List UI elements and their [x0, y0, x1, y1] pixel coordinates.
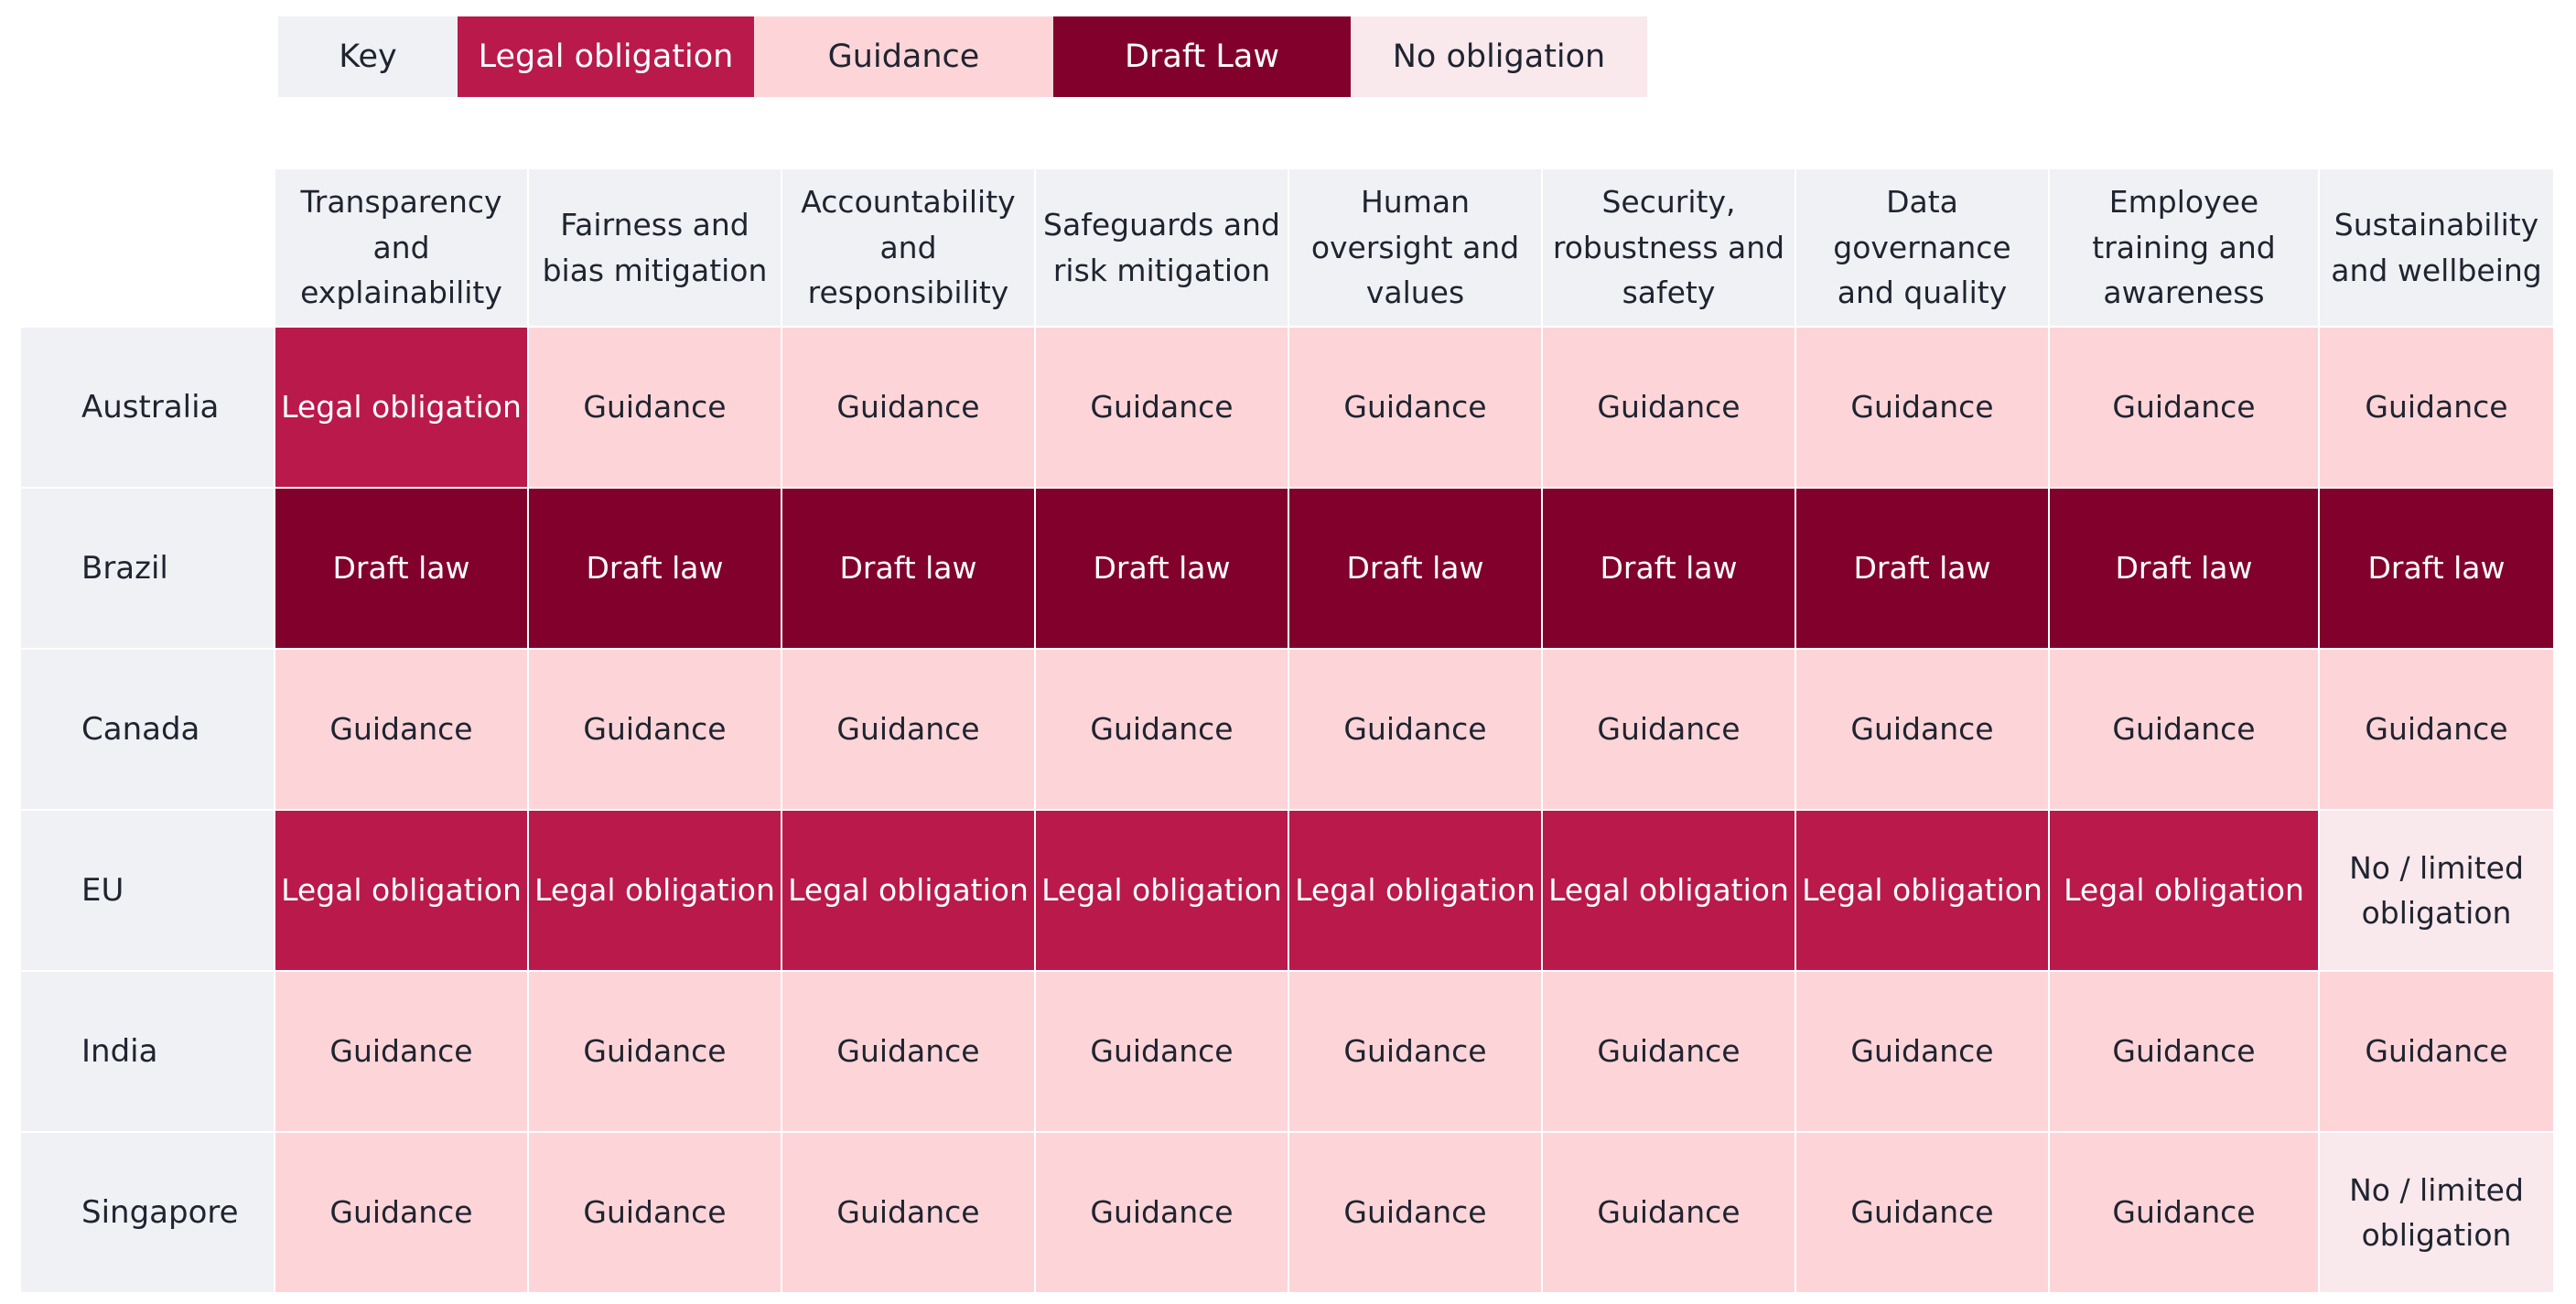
- status-cell: Legal obligation: [275, 328, 529, 489]
- status-cell: Guidance: [275, 1133, 529, 1294]
- legend-key: Key Legal obligation Guidance Draft Law …: [278, 16, 1647, 97]
- column-header: Security, robustness and safety: [1543, 169, 1796, 328]
- status-cell: Guidance: [2050, 972, 2320, 1133]
- status-cell: Legal obligation: [529, 811, 782, 972]
- status-cell: Guidance: [782, 972, 1036, 1133]
- column-header: Sustainability and wellbeing: [2320, 169, 2555, 328]
- status-cell: Legal obligation: [2050, 811, 2320, 972]
- status-cell: Guidance: [275, 972, 529, 1133]
- status-cell: Guidance: [782, 328, 1036, 489]
- status-cell: Guidance: [529, 328, 782, 489]
- table-corner: [21, 169, 275, 328]
- row-header: Australia: [21, 328, 275, 489]
- column-header: Fairness and bias mitigation: [529, 169, 782, 328]
- status-cell: Draft law: [782, 489, 1036, 650]
- status-cell: Draft law: [1036, 489, 1289, 650]
- status-cell: Guidance: [1796, 328, 2050, 489]
- status-cell: Guidance: [2050, 328, 2320, 489]
- status-cell: Guidance: [1543, 972, 1796, 1133]
- status-cell: No / limited obligation: [2320, 811, 2555, 972]
- obligation-table: Transparency and explainability Fairness …: [21, 169, 2555, 1294]
- status-cell: Guidance: [1796, 650, 2050, 811]
- status-cell: No / limited obligation: [2320, 1133, 2555, 1294]
- row-header: EU: [21, 811, 275, 972]
- legend-item-no-obligation: No obligation: [1351, 16, 1647, 97]
- status-cell: Guidance: [1036, 650, 1289, 811]
- status-cell: Guidance: [1036, 1133, 1289, 1294]
- column-header: Employee training and awareness: [2050, 169, 2320, 328]
- status-cell: Legal obligation: [1543, 811, 1796, 972]
- status-cell: Guidance: [2320, 972, 2555, 1133]
- row-header: Singapore: [21, 1133, 275, 1294]
- status-cell: Legal obligation: [275, 811, 529, 972]
- column-header: Safeguards and risk mitigation: [1036, 169, 1289, 328]
- status-cell: Draft law: [2320, 489, 2555, 650]
- status-cell: Draft law: [275, 489, 529, 650]
- status-cell: Guidance: [529, 1133, 782, 1294]
- legend-item-guidance: Guidance: [754, 16, 1053, 97]
- legend-item-legal-obligation: Legal obligation: [458, 16, 754, 97]
- status-cell: Guidance: [1036, 328, 1289, 489]
- status-cell: Draft law: [1796, 489, 2050, 650]
- column-header: Accountability and responsibility: [782, 169, 1036, 328]
- status-cell: Guidance: [1289, 650, 1543, 811]
- column-header: Data governance and quality: [1796, 169, 2050, 328]
- status-cell: Guidance: [782, 1133, 1036, 1294]
- status-cell: Legal obligation: [782, 811, 1036, 972]
- column-header: Human oversight and values: [1289, 169, 1543, 328]
- status-cell: Guidance: [2320, 650, 2555, 811]
- status-cell: Guidance: [1289, 328, 1543, 489]
- legend-title: Key: [278, 16, 458, 97]
- row-header: India: [21, 972, 275, 1133]
- status-cell: Guidance: [1543, 650, 1796, 811]
- status-cell: Draft law: [529, 489, 782, 650]
- legend-item-draft-law: Draft Law: [1053, 16, 1351, 97]
- status-cell: Guidance: [1289, 1133, 1543, 1294]
- status-cell: Guidance: [2050, 1133, 2320, 1294]
- status-cell: Guidance: [2050, 650, 2320, 811]
- status-cell: Guidance: [1036, 972, 1289, 1133]
- status-cell: Guidance: [1796, 1133, 2050, 1294]
- status-cell: Legal obligation: [1289, 811, 1543, 972]
- status-cell: Guidance: [2320, 328, 2555, 489]
- status-cell: Guidance: [782, 650, 1036, 811]
- row-header: Canada: [21, 650, 275, 811]
- column-header: Transparency and explainability: [275, 169, 529, 328]
- row-header: Brazil: [21, 489, 275, 650]
- status-cell: Guidance: [1543, 328, 1796, 489]
- status-cell: Legal obligation: [1796, 811, 2050, 972]
- status-cell: Guidance: [529, 972, 782, 1133]
- status-cell: Legal obligation: [1036, 811, 1289, 972]
- status-cell: Guidance: [275, 650, 529, 811]
- status-cell: Draft law: [1543, 489, 1796, 650]
- status-cell: Guidance: [1289, 972, 1543, 1133]
- status-cell: Guidance: [1796, 972, 2050, 1133]
- status-cell: Guidance: [529, 650, 782, 811]
- status-cell: Guidance: [1543, 1133, 1796, 1294]
- status-cell: Draft law: [1289, 489, 1543, 650]
- status-cell: Draft law: [2050, 489, 2320, 650]
